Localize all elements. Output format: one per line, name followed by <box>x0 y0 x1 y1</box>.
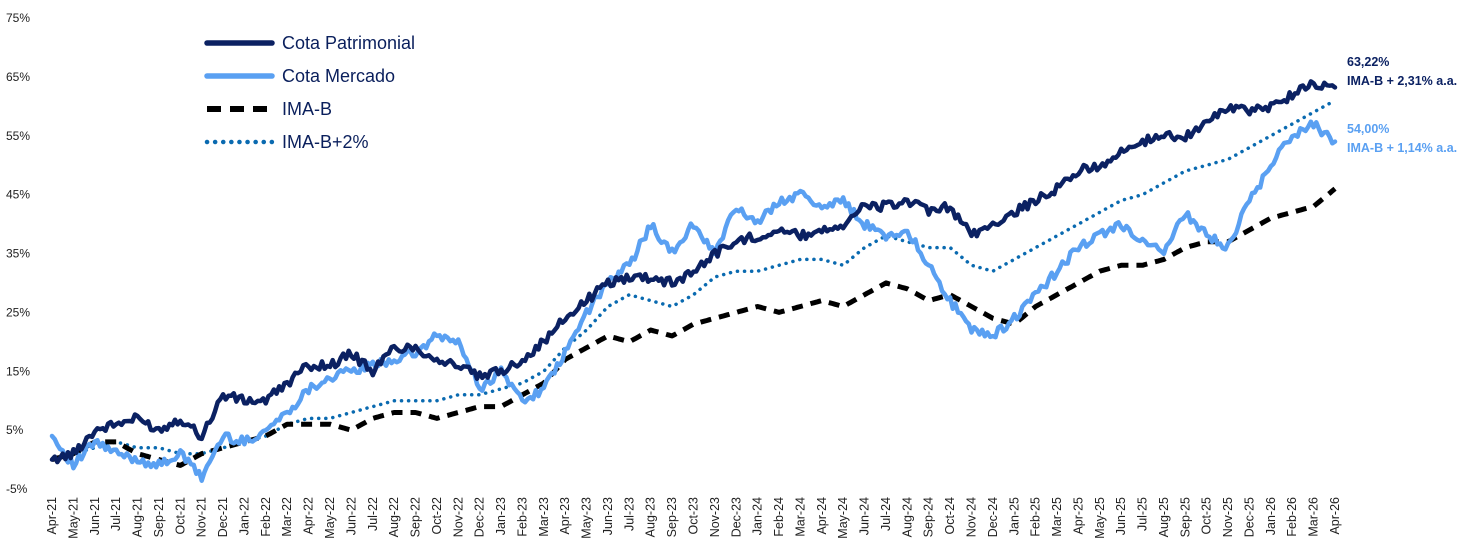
legend-label: Cota Mercado <box>282 66 395 86</box>
x-tick-label: Jun-24 <box>858 497 872 535</box>
x-tick-label: Oct-21 <box>173 497 187 535</box>
x-tick-label: Apr-23 <box>558 497 572 535</box>
x-tick-label: Apr-22 <box>302 497 316 535</box>
x-tick-label: Nov-22 <box>451 497 465 537</box>
y-tick-label: 25% <box>6 305 30 319</box>
x-tick-label: Dec-22 <box>473 497 487 537</box>
x-tick-label: Apr-25 <box>1071 497 1085 535</box>
y-tick-label: 45% <box>6 188 30 202</box>
x-tick-label: Feb-24 <box>772 497 786 537</box>
x-tick-label: May-22 <box>323 497 337 539</box>
x-tick-label: Sep-23 <box>665 497 679 537</box>
x-tick-label: Mar-24 <box>793 497 807 537</box>
x-tick-label: Feb-22 <box>259 497 273 537</box>
x-tick-label: Jun-23 <box>601 497 615 535</box>
x-tick-label: Jan-26 <box>1264 497 1278 535</box>
x-tick-label: Sep-22 <box>409 497 423 537</box>
end-note-label: IMA-B + 2,31% a.a. <box>1347 74 1457 88</box>
x-tick-label: Nov-25 <box>1221 497 1235 537</box>
x-tick-label: Oct-22 <box>430 497 444 535</box>
x-tick-label: Apr-24 <box>815 497 829 535</box>
legend: Cota Patrimonial Cota Mercado IMA-B IMA-B+2… <box>204 33 415 152</box>
x-tick-label: Nov-24 <box>964 497 978 537</box>
y-tick-label: 65% <box>6 70 30 84</box>
x-tick-label: Jun-22 <box>344 497 358 535</box>
y-tick-label: 75% <box>6 11 30 25</box>
x-tick-label: Sep-25 <box>1178 497 1192 537</box>
y-tick-label: 15% <box>6 364 30 378</box>
x-tick-label: Apr-21 <box>45 497 59 535</box>
x-tick-label: Mar-23 <box>537 497 551 537</box>
y-tick-label: -5% <box>6 482 28 496</box>
legend-label: Cota Patrimonial <box>282 33 415 53</box>
legend-label: IMA-B <box>282 99 332 119</box>
series-line-ima-b <box>51 186 1337 468</box>
y-tick-label: 5% <box>6 423 24 437</box>
x-tick-label: Oct-23 <box>687 497 701 535</box>
x-tick-label: Aug-25 <box>1157 497 1171 537</box>
end-annotations: 63,22% IMA-B + 2,31% a.a. 54,00% IMA-B + 1,… <box>1347 55 1457 155</box>
x-tick-label: Jan-22 <box>237 497 251 535</box>
series-layer <box>49 79 1338 483</box>
x-tick-label: Sep-24 <box>922 497 936 537</box>
x-tick-label: Mar-26 <box>1307 497 1321 537</box>
x-tick-label: Oct-24 <box>943 497 957 535</box>
x-tick-label: Feb-26 <box>1285 497 1299 537</box>
x-tick-label: Sep-21 <box>152 497 166 537</box>
x-tick-label: Dec-25 <box>1242 497 1256 537</box>
x-tick-label: Jun-21 <box>88 497 102 535</box>
x-tick-label: Aug-23 <box>644 497 658 537</box>
y-tick-label: 35% <box>6 247 30 261</box>
end-value-label: 63,22% <box>1347 55 1389 69</box>
x-tick-label: Oct-25 <box>1200 497 1214 535</box>
x-tick-label: Jan-25 <box>1007 497 1021 535</box>
x-tick-label: Dec-23 <box>729 497 743 537</box>
x-tick-label: Dec-21 <box>216 497 230 537</box>
x-tick-label: Feb-23 <box>515 497 529 537</box>
x-tick-label: Nov-21 <box>195 497 209 537</box>
x-tick-label: Jan-24 <box>751 497 765 535</box>
series-line-cota-mercado <box>49 119 1338 483</box>
x-tick-label: Aug-21 <box>131 497 145 537</box>
x-tick-label: Jul-25 <box>1136 497 1150 531</box>
x-axis: Apr-21 May-21 Jun-21 Jul-21 Aug-21 Sep-21 Oct-… <box>45 497 1342 539</box>
x-tick-label: Nov-23 <box>708 497 722 537</box>
x-tick-label: Aug-22 <box>387 497 401 537</box>
x-tick-label: Jul-24 <box>879 497 893 531</box>
series-line-cota-patrimonial <box>49 79 1338 465</box>
x-tick-label: May-24 <box>836 497 850 539</box>
series-line-ima-b-2- <box>50 98 1337 462</box>
x-tick-label: Aug-24 <box>900 497 914 537</box>
x-tick-label: Mar-25 <box>1050 497 1064 537</box>
x-tick-label: May-23 <box>580 497 594 539</box>
legend-label: IMA-B+2% <box>282 132 369 152</box>
x-tick-label: Jul-22 <box>366 497 380 531</box>
x-tick-label: May-25 <box>1093 497 1107 539</box>
end-value-label: 54,00% <box>1347 122 1389 136</box>
x-tick-label: Jun-25 <box>1114 497 1128 535</box>
x-tick-label: Mar-22 <box>280 497 294 537</box>
x-tick-label: Apr-26 <box>1328 497 1342 535</box>
y-tick-label: 55% <box>6 129 30 143</box>
x-tick-label: Jul-23 <box>622 497 636 531</box>
x-tick-label: Feb-25 <box>1029 497 1043 537</box>
end-note-label: IMA-B + 1,14% a.a. <box>1347 141 1457 155</box>
x-tick-label: May-21 <box>66 497 80 539</box>
y-axis: -5% 5% 15% 25% 35% 45% 55% 65% 75% <box>6 11 30 496</box>
x-tick-label: Jul-21 <box>109 497 123 531</box>
x-tick-label: Jan-23 <box>494 497 508 535</box>
x-tick-label: Dec-24 <box>986 497 1000 537</box>
